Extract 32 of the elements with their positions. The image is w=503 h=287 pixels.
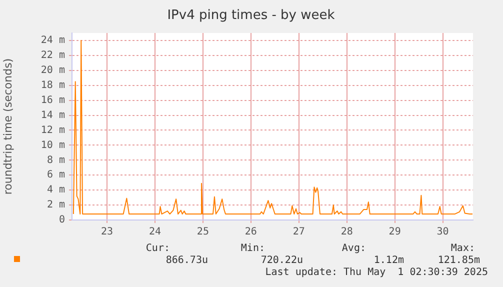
- text: Min:: [240, 243, 265, 254]
- text: Last update: Thu May 1 02:30:39 2025: [265, 267, 488, 278]
- text: 1.12m: [374, 255, 404, 266]
- x-tick-label: 23: [100, 226, 114, 238]
- text: 866.73u: [166, 255, 208, 266]
- x-tick-label: 27: [292, 226, 305, 238]
- text: 720.22u: [260, 255, 303, 266]
- y-tick-label: 6 m: [46, 170, 65, 181]
- y-tick-label: 18 m: [40, 80, 65, 91]
- chart-title: IPv4 ping times - by week: [167, 8, 336, 23]
- y-tick-label: 20 m: [40, 64, 65, 76]
- x-tick-label: 29: [388, 226, 401, 238]
- x-tick-label: 28: [340, 226, 353, 238]
- y-tick-label: 12 m: [40, 124, 65, 136]
- x-tick-label: 25: [196, 226, 209, 238]
- x-tick-label: 30: [436, 226, 449, 238]
- text: Cur:: [146, 243, 170, 254]
- text: Avg:: [342, 243, 366, 254]
- y-tick-label: 0: [58, 214, 65, 226]
- y-axis-title: roundtrip time (seconds): [1, 58, 14, 195]
- text: Max:: [450, 243, 475, 254]
- x-tick-label: 26: [244, 226, 257, 238]
- y-tick-label: 14 m: [40, 110, 65, 121]
- x-tick-label: 24: [148, 226, 162, 238]
- y-tick-label: 22 m: [40, 50, 65, 62]
- y-tick-label: 2 m: [46, 200, 65, 211]
- y-tick-label: 4 m: [46, 184, 65, 196]
- text: 121.85m: [438, 255, 480, 266]
- y-tick-label: 8 m: [46, 154, 65, 166]
- y-tick-label: 24 m: [40, 35, 65, 46]
- y-tick-label: 10 m: [40, 140, 65, 151]
- y-tick-label: 16 m: [40, 94, 65, 106]
